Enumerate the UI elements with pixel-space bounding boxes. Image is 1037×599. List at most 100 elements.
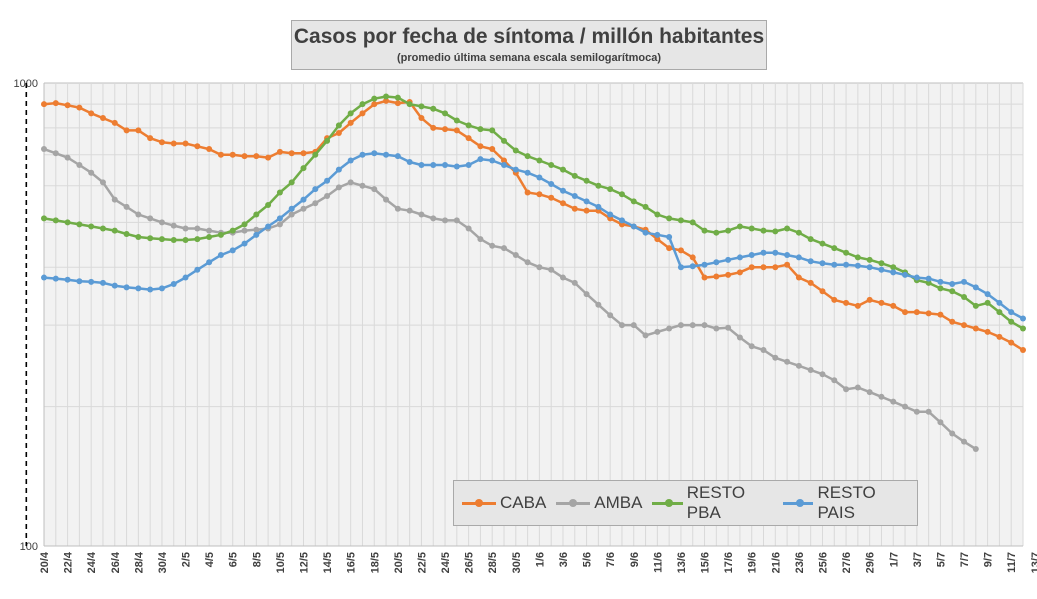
data-point-amba	[925, 408, 932, 415]
x-tick-label: 11/6	[652, 552, 664, 573]
data-point-resto-pba	[41, 215, 47, 222]
data-point-amba	[654, 328, 661, 335]
data-point-amba	[949, 430, 956, 437]
data-point-caba	[937, 311, 944, 318]
data-point-resto-pais	[430, 162, 437, 169]
data-point-caba	[64, 102, 71, 109]
data-point-resto-pba	[725, 227, 732, 234]
data-point-resto-pba	[937, 285, 944, 292]
data-point-amba	[371, 186, 378, 193]
data-point-caba	[383, 97, 390, 104]
data-point-resto-pba	[406, 101, 413, 108]
data-point-caba	[300, 150, 307, 157]
data-point-resto-pais	[394, 153, 401, 160]
data-point-resto-pais	[725, 256, 732, 263]
data-point-amba	[583, 291, 590, 298]
data-point-amba	[88, 169, 95, 176]
data-point-resto-pba	[135, 233, 142, 240]
data-point-resto-pba	[335, 122, 342, 129]
data-point-amba	[595, 301, 602, 308]
data-point-resto-pais	[559, 187, 566, 194]
data-point-resto-pais	[795, 254, 802, 261]
data-point-resto-pais	[878, 266, 885, 273]
data-point-resto-pba	[854, 254, 861, 261]
x-tick-label: 3/7	[912, 552, 924, 567]
x-tick-label: 22/4	[63, 551, 75, 573]
data-point-caba	[52, 100, 59, 107]
x-tick-label: 6/5	[228, 552, 240, 567]
data-point-resto-pba	[795, 229, 802, 236]
chart-legend: CABA AMBA RESTO PBA RESTO PAIS	[453, 480, 918, 526]
data-point-resto-pba	[843, 249, 850, 256]
data-point-caba	[913, 309, 920, 316]
data-point-caba	[784, 261, 791, 268]
data-point-resto-pais	[819, 260, 826, 267]
data-point-caba	[559, 200, 566, 207]
data-point-resto-pais	[206, 259, 213, 266]
data-point-amba	[170, 222, 177, 229]
x-tick-label: 16/5	[346, 552, 358, 573]
data-point-caba	[795, 274, 802, 281]
data-point-amba	[383, 196, 390, 203]
data-point-resto-pais	[465, 162, 472, 169]
legend-label-amba: AMBA	[594, 493, 643, 512]
legend-swatch-amba	[556, 496, 591, 510]
data-point-resto-pais	[335, 166, 342, 173]
x-tick-label: 24/5	[440, 552, 452, 573]
data-point-amba	[913, 408, 920, 415]
x-tick-label: 7/7	[959, 552, 971, 567]
data-point-caba	[206, 146, 213, 153]
data-point-resto-pba	[748, 225, 755, 232]
data-point-caba	[217, 151, 224, 158]
data-point-caba	[442, 126, 449, 133]
data-point-resto-pais	[760, 249, 767, 256]
data-point-resto-pais	[158, 285, 165, 292]
data-point-caba	[548, 194, 555, 201]
data-point-amba	[501, 245, 508, 252]
data-point-caba	[807, 279, 814, 286]
data-point-resto-pais	[713, 259, 720, 266]
data-point-caba	[1008, 339, 1015, 346]
data-point-amba	[512, 252, 519, 259]
data-point-resto-pba	[453, 117, 460, 124]
data-point-resto-pais	[925, 275, 932, 282]
data-point-caba	[430, 124, 437, 131]
data-point-amba	[524, 259, 531, 266]
data-point-resto-pais	[217, 252, 224, 259]
data-point-amba	[99, 179, 106, 186]
data-point-resto-pais	[772, 249, 779, 256]
data-point-amba	[76, 162, 83, 169]
data-point-caba	[123, 127, 130, 134]
data-point-resto-pba	[88, 223, 95, 230]
data-point-caba	[359, 110, 366, 117]
data-point-resto-pais	[748, 252, 755, 259]
data-point-resto-pba	[630, 198, 637, 205]
data-point-resto-pba	[784, 225, 791, 232]
data-point-resto-pais	[99, 279, 106, 286]
data-point-resto-pba	[430, 105, 437, 112]
data-point-resto-pais	[630, 223, 637, 230]
data-point-resto-pba	[831, 245, 838, 252]
data-point-amba	[288, 211, 295, 218]
data-point-caba	[996, 333, 1003, 340]
data-point-caba	[276, 148, 283, 155]
data-point-resto-pais	[1020, 315, 1026, 322]
data-point-caba	[713, 273, 720, 280]
data-point-amba	[442, 217, 449, 224]
data-point-resto-pais	[1008, 309, 1015, 316]
data-point-caba	[147, 135, 154, 142]
data-point-resto-pba	[229, 227, 236, 234]
data-point-resto-pba	[548, 162, 555, 169]
data-point-caba	[41, 101, 47, 108]
data-point-amba	[41, 146, 47, 153]
data-point-resto-pba	[111, 227, 118, 234]
x-tick-label: 26/5	[464, 552, 476, 573]
data-point-resto-pba	[1008, 318, 1015, 325]
data-point-amba	[772, 354, 779, 361]
data-point-amba	[642, 332, 649, 339]
data-point-resto-pais	[76, 278, 83, 285]
data-point-resto-pais	[807, 258, 814, 265]
x-tick-label: 15/6	[700, 552, 712, 573]
data-point-resto-pba	[607, 186, 614, 193]
